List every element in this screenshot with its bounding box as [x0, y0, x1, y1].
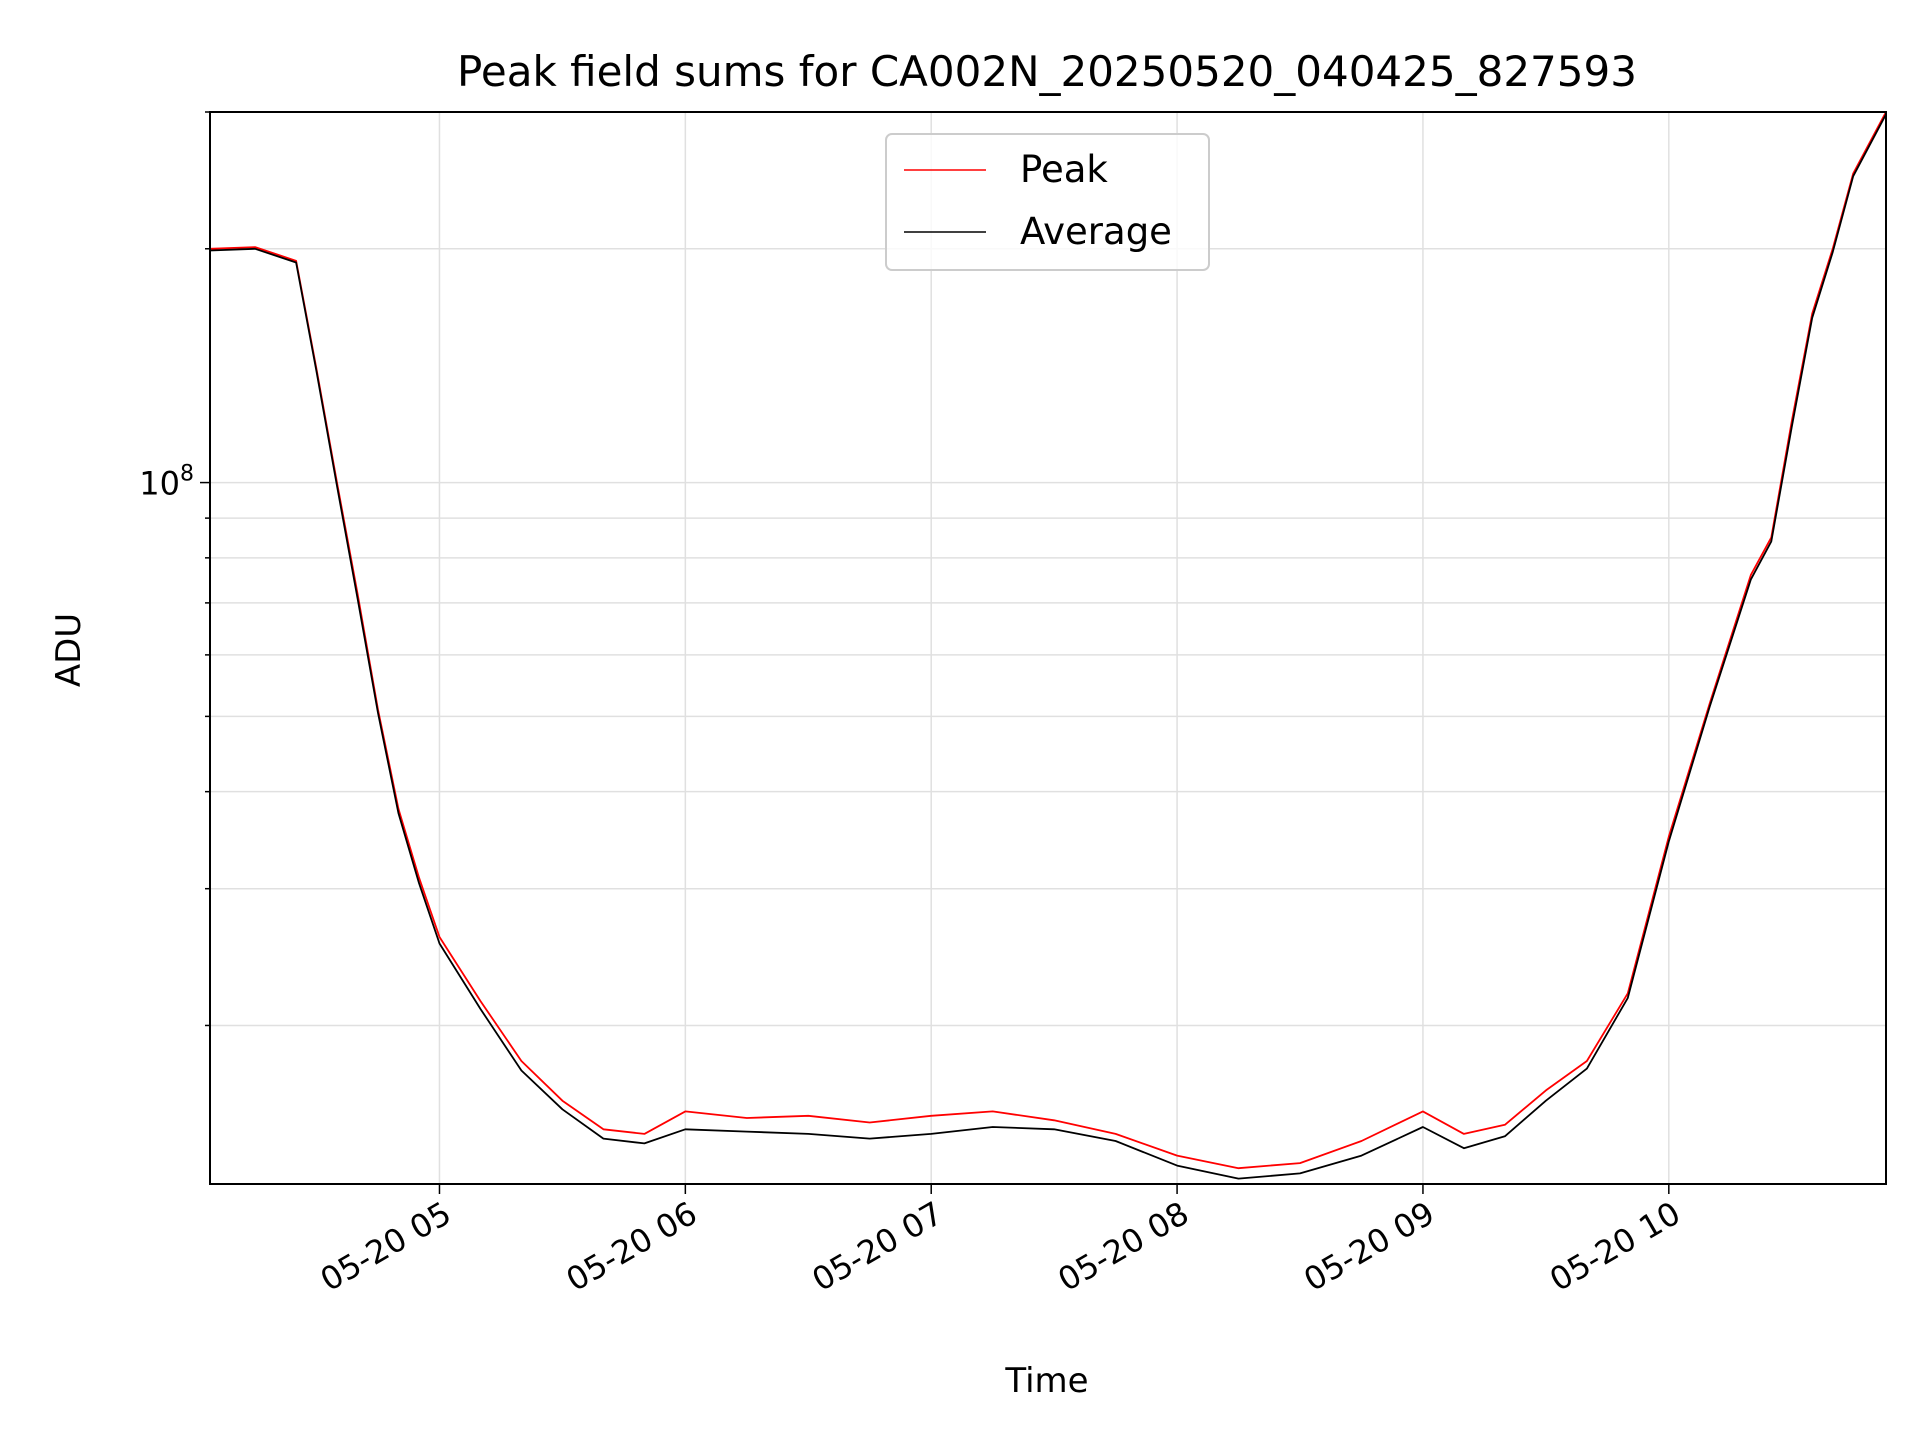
legend-label-peak: Peak	[1020, 148, 1108, 191]
y-tick-label: 108	[139, 462, 194, 503]
y-axis-ticks: 108	[139, 111, 210, 1027]
y-axis-label: ADU	[49, 613, 89, 687]
legend-box	[885, 133, 1210, 271]
legend-label-average: Average	[1020, 210, 1172, 253]
series-line-average	[209, 113, 1887, 1180]
series-lines	[209, 111, 1887, 1180]
plot-frame	[209, 111, 1887, 1185]
x-axis-label: Time	[1004, 1361, 1088, 1401]
chart-title: Peak field sums for CA002N_20250520_0404…	[457, 47, 1637, 96]
legend: Peak Average	[885, 133, 1210, 271]
